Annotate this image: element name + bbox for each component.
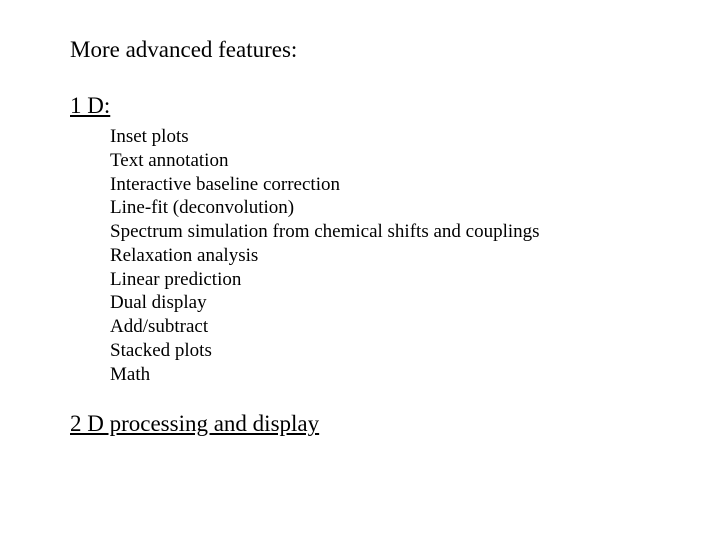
list-item: Math xyxy=(110,363,720,387)
slide-page: More advanced features: 1 D: Inset plots… xyxy=(0,0,720,540)
list-item: Dual display xyxy=(110,291,720,315)
list-item: Inset plots xyxy=(110,125,720,149)
list-item: Linear prediction xyxy=(110,268,720,292)
section-2d-label: 2 D processing and display xyxy=(70,410,720,438)
section-1d-list: Inset plots Text annotation Interactive … xyxy=(110,125,720,386)
list-item: Text annotation xyxy=(110,149,720,173)
list-item: Stacked plots xyxy=(110,339,720,363)
list-item: Add/subtract xyxy=(110,315,720,339)
list-item: Line-fit (deconvolution) xyxy=(110,196,720,220)
page-heading: More advanced features: xyxy=(70,36,720,64)
list-item: Interactive baseline correction xyxy=(110,173,720,197)
section-1d-label: 1 D: xyxy=(70,92,720,120)
list-item: Spectrum simulation from chemical shifts… xyxy=(110,220,720,244)
list-item: Relaxation analysis xyxy=(110,244,720,268)
